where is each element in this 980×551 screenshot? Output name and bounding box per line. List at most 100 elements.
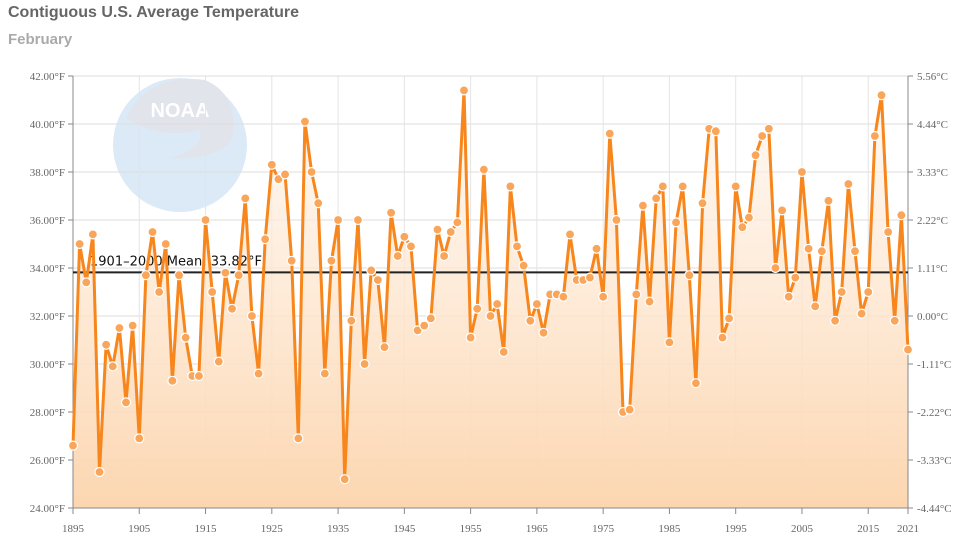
data-point[interactable] bbox=[266, 159, 277, 170]
data-point[interactable] bbox=[173, 270, 185, 281]
data-point[interactable] bbox=[697, 198, 708, 209]
data-point[interactable] bbox=[723, 313, 735, 324]
data-point[interactable] bbox=[180, 332, 191, 343]
data-point[interactable] bbox=[830, 315, 841, 326]
data-point[interactable] bbox=[87, 229, 98, 240]
data-point[interactable] bbox=[101, 339, 112, 350]
data-point[interactable] bbox=[843, 178, 854, 190]
data-point[interactable] bbox=[796, 166, 808, 178]
data-point[interactable] bbox=[193, 370, 205, 382]
data-point[interactable] bbox=[160, 238, 171, 250]
data-point[interactable] bbox=[492, 298, 503, 310]
data-point[interactable] bbox=[154, 286, 165, 298]
data-point[interactable] bbox=[816, 246, 827, 257]
data-point[interactable] bbox=[644, 296, 655, 307]
data-point[interactable] bbox=[233, 270, 244, 281]
data-point[interactable] bbox=[684, 270, 695, 281]
data-point[interactable] bbox=[710, 126, 721, 137]
data-point[interactable] bbox=[664, 337, 675, 348]
data-point[interactable] bbox=[405, 241, 417, 252]
data-point[interactable] bbox=[114, 322, 125, 334]
data-point[interactable] bbox=[445, 226, 456, 238]
data-point[interactable] bbox=[677, 181, 688, 192]
data-point[interactable] bbox=[836, 286, 847, 298]
data-point[interactable] bbox=[213, 356, 224, 367]
data-point[interactable] bbox=[743, 212, 755, 223]
data-point[interactable] bbox=[538, 327, 549, 338]
data-point[interactable] bbox=[531, 298, 542, 310]
data-point[interactable] bbox=[598, 291, 609, 302]
data-point[interactable] bbox=[425, 313, 436, 324]
data-point[interactable] bbox=[876, 90, 887, 101]
data-point[interactable] bbox=[127, 320, 138, 331]
data-point[interactable] bbox=[399, 231, 410, 242]
data-point[interactable] bbox=[286, 255, 297, 266]
data-point[interactable] bbox=[299, 116, 311, 127]
data-point[interactable] bbox=[240, 193, 251, 204]
data-point[interactable] bbox=[624, 404, 635, 415]
data-point[interactable] bbox=[776, 205, 788, 216]
data-point[interactable] bbox=[737, 222, 748, 233]
data-point[interactable] bbox=[849, 246, 861, 257]
data-point[interactable] bbox=[883, 226, 894, 238]
data-point[interactable] bbox=[763, 123, 774, 134]
data-point[interactable] bbox=[823, 195, 834, 206]
data-point[interactable] bbox=[558, 291, 569, 302]
data-point[interactable] bbox=[803, 243, 814, 254]
data-point[interactable] bbox=[631, 289, 642, 300]
data-point[interactable] bbox=[313, 198, 324, 209]
data-point[interactable] bbox=[81, 277, 92, 288]
data-point[interactable] bbox=[465, 332, 476, 343]
data-point[interactable] bbox=[505, 181, 516, 192]
data-point[interactable] bbox=[279, 169, 291, 180]
data-point[interactable] bbox=[260, 234, 271, 245]
data-point[interactable] bbox=[67, 440, 79, 451]
data-point[interactable] bbox=[896, 210, 907, 221]
data-point[interactable] bbox=[810, 301, 821, 312]
data-point[interactable] bbox=[200, 214, 211, 226]
data-point[interactable] bbox=[207, 286, 218, 298]
data-point[interactable] bbox=[770, 262, 781, 274]
data-point[interactable] bbox=[525, 315, 536, 326]
data-point[interactable] bbox=[253, 368, 264, 379]
data-point[interactable] bbox=[120, 397, 132, 408]
data-point[interactable] bbox=[591, 243, 602, 254]
data-point[interactable] bbox=[74, 238, 85, 250]
data-point[interactable] bbox=[584, 272, 596, 283]
data-point[interactable] bbox=[478, 164, 489, 175]
data-point[interactable] bbox=[856, 308, 867, 319]
data-point[interactable] bbox=[246, 310, 258, 322]
data-point[interactable] bbox=[902, 344, 914, 355]
data-point[interactable] bbox=[498, 346, 509, 358]
data-point[interactable] bbox=[485, 310, 496, 322]
data-point[interactable] bbox=[730, 181, 741, 192]
data-point[interactable] bbox=[637, 200, 649, 211]
data-point[interactable] bbox=[439, 250, 450, 262]
data-point[interactable] bbox=[432, 224, 443, 235]
data-point[interactable] bbox=[293, 433, 304, 444]
data-point[interactable] bbox=[346, 315, 357, 326]
data-point[interactable] bbox=[518, 260, 529, 271]
data-point[interactable] bbox=[419, 320, 430, 331]
data-point[interactable] bbox=[863, 286, 874, 298]
data-point[interactable] bbox=[657, 181, 668, 192]
data-point[interactable] bbox=[472, 303, 483, 314]
data-point[interactable] bbox=[339, 474, 350, 485]
data-point[interactable] bbox=[511, 241, 523, 252]
data-point[interactable] bbox=[564, 229, 576, 240]
data-point[interactable] bbox=[750, 150, 761, 161]
data-point[interactable] bbox=[326, 255, 337, 266]
data-point[interactable] bbox=[651, 193, 662, 204]
data-point[interactable] bbox=[226, 303, 238, 314]
data-point[interactable] bbox=[611, 214, 622, 226]
data-point[interactable] bbox=[372, 274, 383, 286]
data-point[interactable] bbox=[366, 265, 377, 276]
data-point[interactable] bbox=[452, 217, 463, 228]
data-point[interactable] bbox=[889, 315, 900, 326]
data-point[interactable] bbox=[717, 332, 728, 343]
data-point[interactable] bbox=[757, 130, 768, 142]
data-point[interactable] bbox=[107, 361, 118, 372]
data-point[interactable] bbox=[359, 358, 370, 370]
data-point[interactable] bbox=[332, 214, 344, 226]
data-point[interactable] bbox=[352, 214, 364, 226]
